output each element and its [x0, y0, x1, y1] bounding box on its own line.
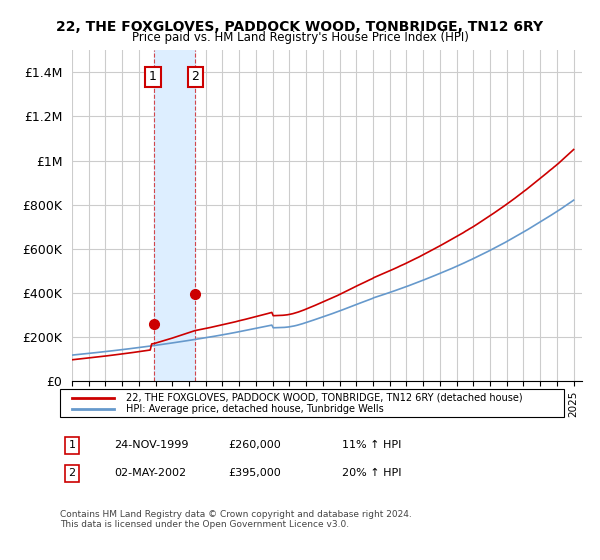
Text: £260,000: £260,000	[228, 440, 281, 450]
Text: 2: 2	[68, 468, 76, 478]
Text: 22, THE FOXGLOVES, PADDOCK WOOD, TONBRIDGE, TN12 6RY (detached house): 22, THE FOXGLOVES, PADDOCK WOOD, TONBRID…	[126, 393, 523, 403]
Text: 1: 1	[68, 440, 76, 450]
Text: HPI: Average price, detached house, Tunbridge Wells: HPI: Average price, detached house, Tunb…	[126, 404, 384, 414]
Text: 11% ↑ HPI: 11% ↑ HPI	[342, 440, 401, 450]
Text: Contains HM Land Registry data © Crown copyright and database right 2024.
This d: Contains HM Land Registry data © Crown c…	[60, 510, 412, 529]
Text: 2: 2	[191, 71, 199, 83]
Text: 02-MAY-2002: 02-MAY-2002	[114, 468, 186, 478]
Text: 1: 1	[149, 71, 157, 83]
Text: 22, THE FOXGLOVES, PADDOCK WOOD, TONBRIDGE, TN12 6RY (detached house): 22, THE FOXGLOVES, PADDOCK WOOD, TONBRID…	[126, 393, 523, 403]
Text: 22, THE FOXGLOVES, PADDOCK WOOD, TONBRIDGE, TN12 6RY: 22, THE FOXGLOVES, PADDOCK WOOD, TONBRID…	[56, 20, 544, 34]
Text: 20% ↑ HPI: 20% ↑ HPI	[342, 468, 401, 478]
Text: Price paid vs. HM Land Registry's House Price Index (HPI): Price paid vs. HM Land Registry's House …	[131, 31, 469, 44]
Bar	[154, 50, 194, 381]
Text: £395,000: £395,000	[228, 468, 281, 478]
Text: 24-NOV-1999: 24-NOV-1999	[114, 440, 188, 450]
Text: HPI: Average price, detached house, Tunbridge Wells: HPI: Average price, detached house, Tunb…	[126, 404, 384, 414]
